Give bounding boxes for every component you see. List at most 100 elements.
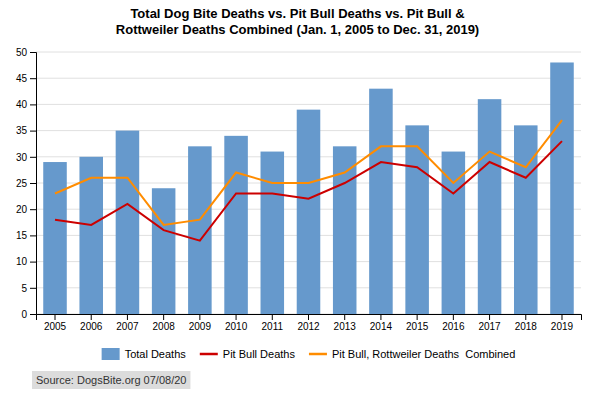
bar: [224, 136, 248, 314]
x-tick: 2010: [225, 314, 248, 332]
bar: [116, 131, 140, 314]
tick-label: 2009: [189, 321, 212, 332]
x-tick: 2011: [262, 314, 284, 332]
y-tick: 40: [16, 99, 36, 110]
y-tick: 20: [16, 204, 36, 215]
y-tick: 0: [21, 309, 36, 320]
x-tick: 2019: [551, 314, 574, 332]
grid-line: [36, 52, 581, 53]
x-tick: 2016: [442, 314, 465, 332]
x-tick: 2006: [80, 314, 103, 332]
bar: [261, 152, 285, 314]
tick-mark: [55, 314, 56, 320]
x-tick: 2018: [515, 314, 538, 332]
tick-label: 2016: [442, 321, 465, 332]
tick-label: 40: [16, 99, 28, 110]
annotation-box: [32, 371, 190, 389]
tick-label: 2018: [515, 321, 538, 332]
y-tick: 30: [16, 152, 36, 163]
y-tick: 50: [16, 47, 36, 58]
tick-mark: [199, 314, 200, 320]
x-tick: 2013: [334, 314, 357, 332]
x-tick: 2007: [116, 314, 139, 332]
tick-mark: [30, 52, 36, 53]
tick-mark: [489, 314, 490, 320]
tick-label: 2012: [297, 321, 320, 332]
bar: [478, 99, 502, 314]
marks: [43, 62, 574, 314]
tick-mark: [30, 209, 36, 210]
tick-label: 50: [16, 47, 28, 58]
tick-mark: [344, 314, 345, 320]
y-tick: 15: [16, 230, 36, 241]
tick-mark: [380, 314, 381, 320]
x-tick: 2012: [297, 314, 320, 332]
y-axis: 0 5 10 15 20 25 30 35 40 45 50: [16, 47, 37, 320]
x-tick: 2005: [44, 314, 67, 332]
tick-mark: [30, 104, 36, 105]
x-tick: 2009: [189, 314, 212, 332]
tick-mark: [453, 314, 454, 320]
title-line: Total Dog Bite Deaths vs. Pit Bull Death…: [130, 6, 464, 21]
tick-label: 2007: [116, 321, 139, 332]
tick-mark: [308, 314, 309, 320]
tick-mark: [30, 235, 36, 236]
grid-line: [36, 78, 581, 79]
bar: [550, 62, 574, 314]
tick-label: 2006: [80, 321, 103, 332]
tick-label: 15: [16, 230, 28, 241]
bar: [514, 125, 538, 314]
tick-label: 2017: [478, 321, 501, 332]
legend-label: Total Deaths: [125, 348, 187, 360]
tick-mark: [272, 314, 273, 320]
tick-label: 20: [16, 204, 28, 215]
tick-mark: [525, 314, 526, 320]
tick-mark: [561, 314, 562, 320]
bar: [369, 89, 393, 314]
tick-label: 2010: [225, 321, 248, 332]
legend-item: Total Deaths: [102, 348, 187, 360]
tick-mark: [30, 157, 36, 158]
tick-mark: [127, 314, 128, 320]
chart: Total Dog Bite Deaths vs. Pit Bull Death…: [0, 0, 595, 400]
tick-label: 2011: [262, 321, 284, 332]
tick-label: 2005: [44, 321, 67, 332]
tick-mark: [417, 314, 418, 320]
tick-mark: [236, 314, 237, 320]
legend-label: Pit Bull, Rottweiler Deaths Combined: [332, 348, 515, 360]
tick-mark: [30, 131, 36, 132]
tick-mark: [30, 183, 36, 184]
tick-label: 2013: [334, 321, 357, 332]
y-tick: 45: [16, 73, 36, 84]
bar: [43, 162, 67, 314]
legend-label: Pit Bull Deaths: [223, 348, 296, 360]
tick-mark: [30, 262, 36, 263]
y-tick: 25: [16, 178, 36, 189]
bar: [152, 188, 176, 314]
x-tick: 2017: [478, 314, 501, 332]
tick-label: 45: [16, 73, 28, 84]
tick-label: 2014: [370, 321, 393, 332]
tick-mark: [30, 288, 36, 289]
axis-domain: [37, 315, 582, 321]
tick-label: 25: [16, 178, 28, 189]
tick-label: 10: [16, 256, 28, 267]
title: Total Dog Bite Deaths vs. Pit Bull Death…: [116, 6, 479, 37]
tick-label: 2015: [406, 321, 429, 332]
grid: [36, 52, 581, 314]
tick-mark: [30, 78, 36, 79]
legend-item: Pit Bull Deaths: [200, 348, 296, 360]
x-tick: 2014: [370, 314, 393, 332]
tick-mark: [91, 314, 92, 320]
tick-label: 35: [16, 125, 28, 136]
tick-mark: [30, 314, 36, 315]
tick-mark: [163, 314, 164, 320]
tick-label: 2008: [153, 321, 176, 332]
legend-swatch: [200, 353, 218, 356]
tick-label: 2019: [551, 321, 574, 332]
tick-label: 5: [21, 283, 27, 294]
x-tick: 2008: [153, 314, 176, 332]
y-tick: 35: [16, 125, 36, 136]
tick-label: 0: [21, 309, 27, 320]
x-axis: 2005 2006 2007 2008 2009 2010 2011 2012 2013 2014…: [37, 314, 582, 332]
